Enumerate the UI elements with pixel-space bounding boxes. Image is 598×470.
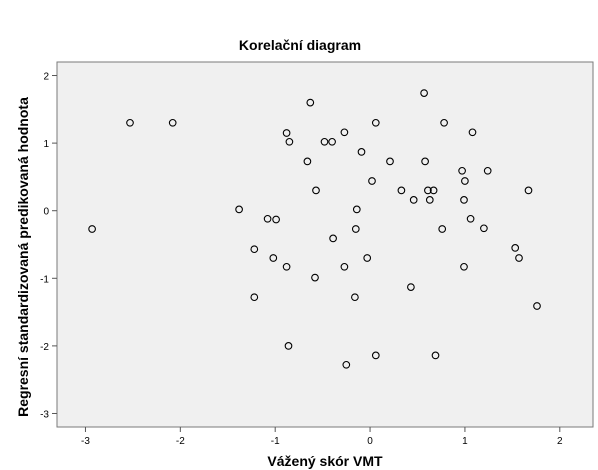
data-point (460, 196, 468, 204)
y-tick-label: -2 (40, 342, 49, 353)
data-point (468, 128, 477, 137)
data-point (88, 225, 96, 233)
data-point (284, 342, 293, 350)
data-point (438, 225, 447, 233)
data-point (168, 118, 177, 127)
data-point (460, 262, 468, 271)
data-point (440, 118, 448, 127)
data-point (306, 98, 315, 107)
y-axis-label: Regresní standardizovaná predikovaná hod… (15, 97, 31, 417)
data-point (466, 214, 475, 223)
plot-area (56, 61, 594, 428)
data-point (407, 283, 415, 291)
x-tick-label: -2 (176, 436, 185, 447)
data-point (461, 177, 469, 185)
data-point (515, 254, 523, 262)
x-tick-label: 0 (367, 436, 373, 447)
data-point (340, 262, 349, 271)
data-point (329, 234, 337, 243)
data-point (425, 196, 434, 204)
data-point (368, 177, 376, 185)
data-point (533, 302, 541, 310)
data-point (303, 157, 312, 166)
data-point (352, 205, 361, 214)
data-point (272, 215, 280, 224)
data-point (250, 293, 259, 302)
x-tick-label: -3 (81, 436, 90, 447)
data-point (285, 137, 294, 146)
data-point (524, 186, 533, 195)
data-point (342, 360, 351, 369)
data-point (458, 166, 466, 175)
data-point (328, 137, 336, 146)
data-point (320, 137, 329, 146)
data-point (357, 148, 366, 156)
data-point (250, 245, 259, 254)
data-point (235, 205, 243, 214)
data-point (420, 89, 428, 97)
data-point (409, 196, 418, 204)
data-point (421, 157, 429, 166)
data-point (371, 351, 380, 360)
data-point (312, 186, 320, 195)
x-tick-label: -1 (271, 436, 280, 447)
data-point (126, 118, 134, 127)
data-point (282, 129, 291, 137)
data-point (363, 254, 372, 262)
data-point (429, 186, 438, 195)
y-axis-ticks: -3 -2 -1 0 1 2 (40, 72, 57, 420)
data-point (371, 118, 380, 127)
data-point (351, 225, 360, 233)
data-points (88, 89, 541, 369)
data-point (386, 157, 394, 166)
data-point (483, 166, 492, 175)
data-point (311, 273, 319, 282)
y-tick-label: 2 (43, 72, 49, 83)
y-tick-label: -3 (40, 409, 49, 420)
data-point (397, 186, 406, 195)
x-axis-label: Vážený skór VMT (267, 453, 383, 469)
data-point (511, 244, 520, 252)
y-tick-label: -1 (40, 274, 49, 285)
y-tick-label: 1 (43, 139, 49, 150)
data-point (340, 128, 349, 137)
chart-title: Korelační diagram (239, 37, 361, 53)
data-point (282, 262, 291, 271)
data-point (351, 293, 359, 302)
data-point (263, 214, 272, 223)
data-point (480, 224, 488, 233)
y-tick-label: 0 (43, 207, 49, 218)
x-axis-ticks: -3 -2 -1 0 1 2 (81, 427, 563, 447)
data-point (431, 351, 440, 360)
data-point (424, 186, 432, 195)
x-tick-label: 1 (462, 436, 468, 447)
x-tick-label: 2 (557, 436, 563, 447)
data-point (269, 254, 278, 262)
